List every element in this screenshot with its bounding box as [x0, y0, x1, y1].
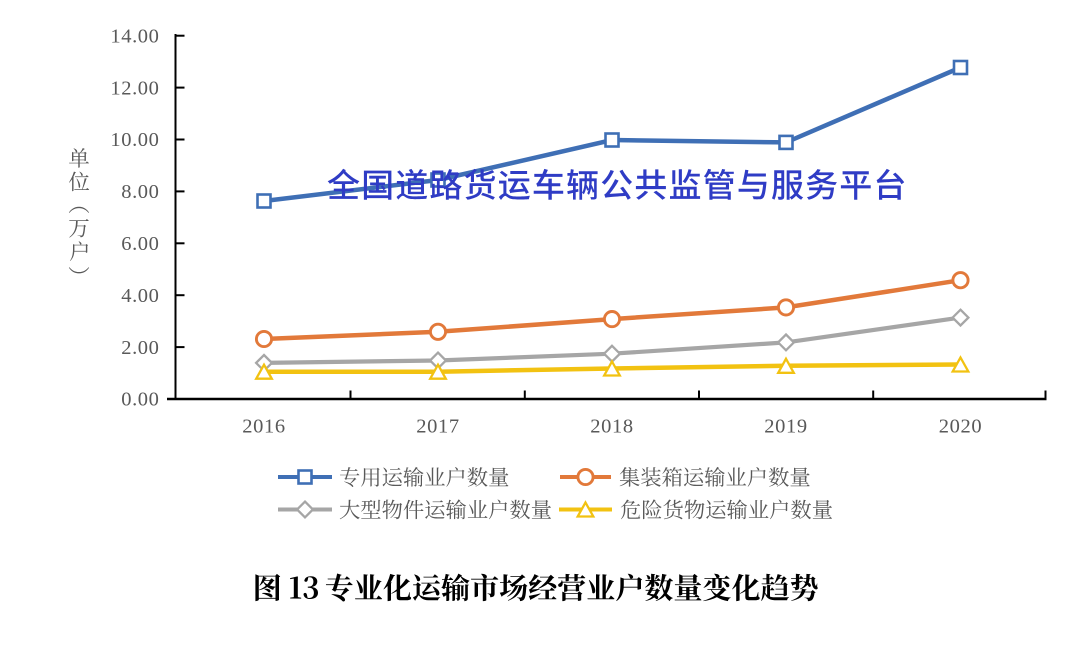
- svg-text:2020: 2020: [939, 416, 982, 438]
- svg-text:2016: 2016: [242, 416, 285, 438]
- svg-text:2018: 2018: [590, 416, 633, 438]
- svg-text:12.00: 12.00: [110, 77, 159, 99]
- svg-text:2019: 2019: [764, 416, 807, 438]
- svg-text:8.00: 8.00: [121, 181, 159, 203]
- svg-text:2017: 2017: [416, 416, 459, 438]
- svg-text:2.00: 2.00: [121, 337, 159, 359]
- svg-text:0.00: 0.00: [121, 389, 159, 411]
- svg-text:10.00: 10.00: [110, 129, 159, 151]
- svg-text:4.00: 4.00: [121, 285, 159, 307]
- svg-text:6.00: 6.00: [121, 233, 159, 255]
- svg-text:14.00: 14.00: [110, 25, 159, 47]
